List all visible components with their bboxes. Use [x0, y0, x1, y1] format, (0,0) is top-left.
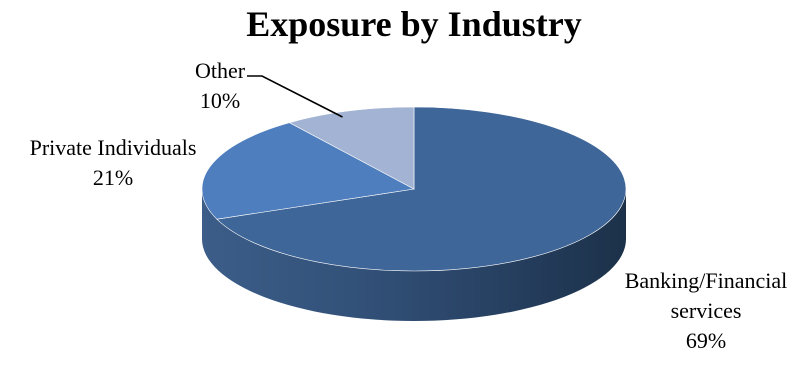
slice-name-1: Private Individuals [30, 135, 197, 160]
slice-percent-0: 69% [686, 328, 726, 353]
slice-label-2: Other 10% [195, 58, 246, 113]
chart-title: Exposure by Industry [246, 4, 581, 44]
pie-slice-2 [288, 106, 415, 190]
slice-label-0: Banking/Financial services 69% [625, 268, 788, 353]
slice-name-0: services [671, 298, 742, 323]
slice-name-0: Banking/Financial [625, 268, 788, 293]
pie-slice-1 [201, 122, 415, 220]
pie-slice-0 [216, 106, 627, 272]
leader-line-other [247, 75, 343, 118]
pie-side-wall [202, 189, 626, 321]
pie-slices [201, 106, 627, 272]
slice-percent-1: 21% [93, 165, 133, 190]
slice-label-1: Private Individuals 21% [30, 135, 197, 190]
pie-labels: Banking/Financial services 69% Private Indi… [30, 58, 788, 353]
pie-side-wall-path [202, 189, 626, 321]
slice-percent-2: 10% [200, 88, 240, 113]
slice-name-2: Other [195, 58, 246, 83]
